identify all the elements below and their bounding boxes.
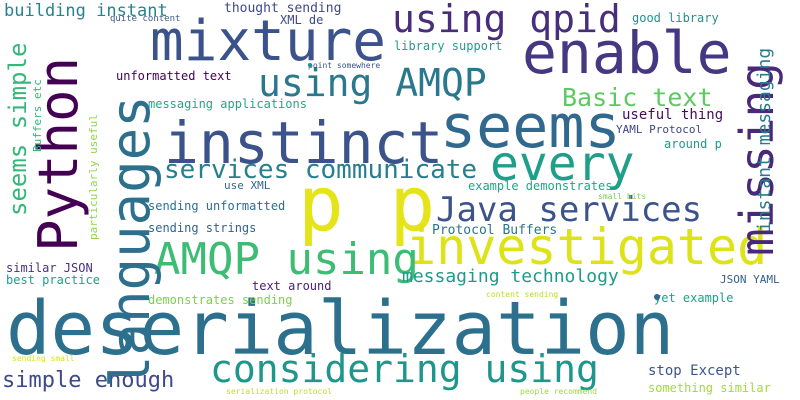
word-cloud-word: content sending xyxy=(486,290,559,299)
word-cloud-word: text around xyxy=(252,279,332,293)
word-cloud-word: every xyxy=(490,136,635,192)
word-cloud-word: thought sending xyxy=(224,1,342,16)
word-cloud-word: use XML xyxy=(224,179,271,192)
word-cloud-word: messaging applications xyxy=(148,97,307,111)
word-cloud-word: stop Except xyxy=(648,363,741,379)
word-cloud-word: people recommend xyxy=(520,387,598,396)
word-cloud-word: yet example xyxy=(654,291,734,305)
dot-mark xyxy=(654,294,660,300)
word-cloud-word: library support xyxy=(394,39,503,53)
word-cloud-word: JSON YAML xyxy=(720,273,780,286)
word-cloud-word: AMQP using xyxy=(154,234,419,285)
word-cloud-word: demonstrates sending xyxy=(148,293,293,307)
word-cloud-word: quite content xyxy=(110,14,181,24)
word-cloud-word: small bits xyxy=(598,192,647,201)
word-cloud-word: deserialization xyxy=(6,286,675,372)
word-cloud-word: investigated xyxy=(406,218,768,276)
word-cloud-word: using AMQP xyxy=(258,61,487,105)
word-cloud-word: simple enough xyxy=(2,368,175,393)
word-cloud-word: instinct xyxy=(164,109,444,177)
word-cloud-word: services communicate xyxy=(164,155,478,185)
word-cloud-word: sending unformatted xyxy=(148,199,286,213)
word-cloud-word: YAML Protocol xyxy=(616,123,703,136)
word-cloud-word: serialization protocol xyxy=(226,387,332,396)
word-cloud-word: p p xyxy=(298,159,436,248)
word-cloud-word: sending strings xyxy=(148,221,257,235)
word-cloud-word: building instant xyxy=(4,1,168,21)
word-cloud-word: similar JSON xyxy=(6,261,93,275)
word-cloud-word: something similar xyxy=(648,381,771,395)
word-cloud-word: enable xyxy=(522,19,732,87)
word-cloud-word: XML de xyxy=(280,13,324,27)
word-cloud-word: seems xyxy=(440,92,621,162)
word-cloud-word: around p xyxy=(664,137,722,151)
word-cloud-word: mixture xyxy=(150,9,387,74)
dot-mark xyxy=(308,63,312,67)
word-cloud-word: Protocol Buffers xyxy=(432,223,558,238)
word-cloud-word: useful thing xyxy=(622,107,724,123)
word-cloud-word: using qpid xyxy=(392,0,621,41)
word-cloud-word: Java services xyxy=(436,190,703,230)
word-cloud-word: good library xyxy=(632,11,719,25)
word-cloud-word: messaging technology xyxy=(402,266,619,287)
word-cloud-word: Basic text xyxy=(562,83,713,112)
word-cloud-word: point somewhere xyxy=(308,61,381,70)
word-cloud-word: example demonstrates xyxy=(468,179,613,193)
word-cloud-word: best practice xyxy=(6,273,100,287)
word-cloud-word: unformatted text xyxy=(116,69,232,83)
word-cloud-word: considering using xyxy=(210,347,599,391)
word-cloud-word: sending small xyxy=(12,354,75,363)
